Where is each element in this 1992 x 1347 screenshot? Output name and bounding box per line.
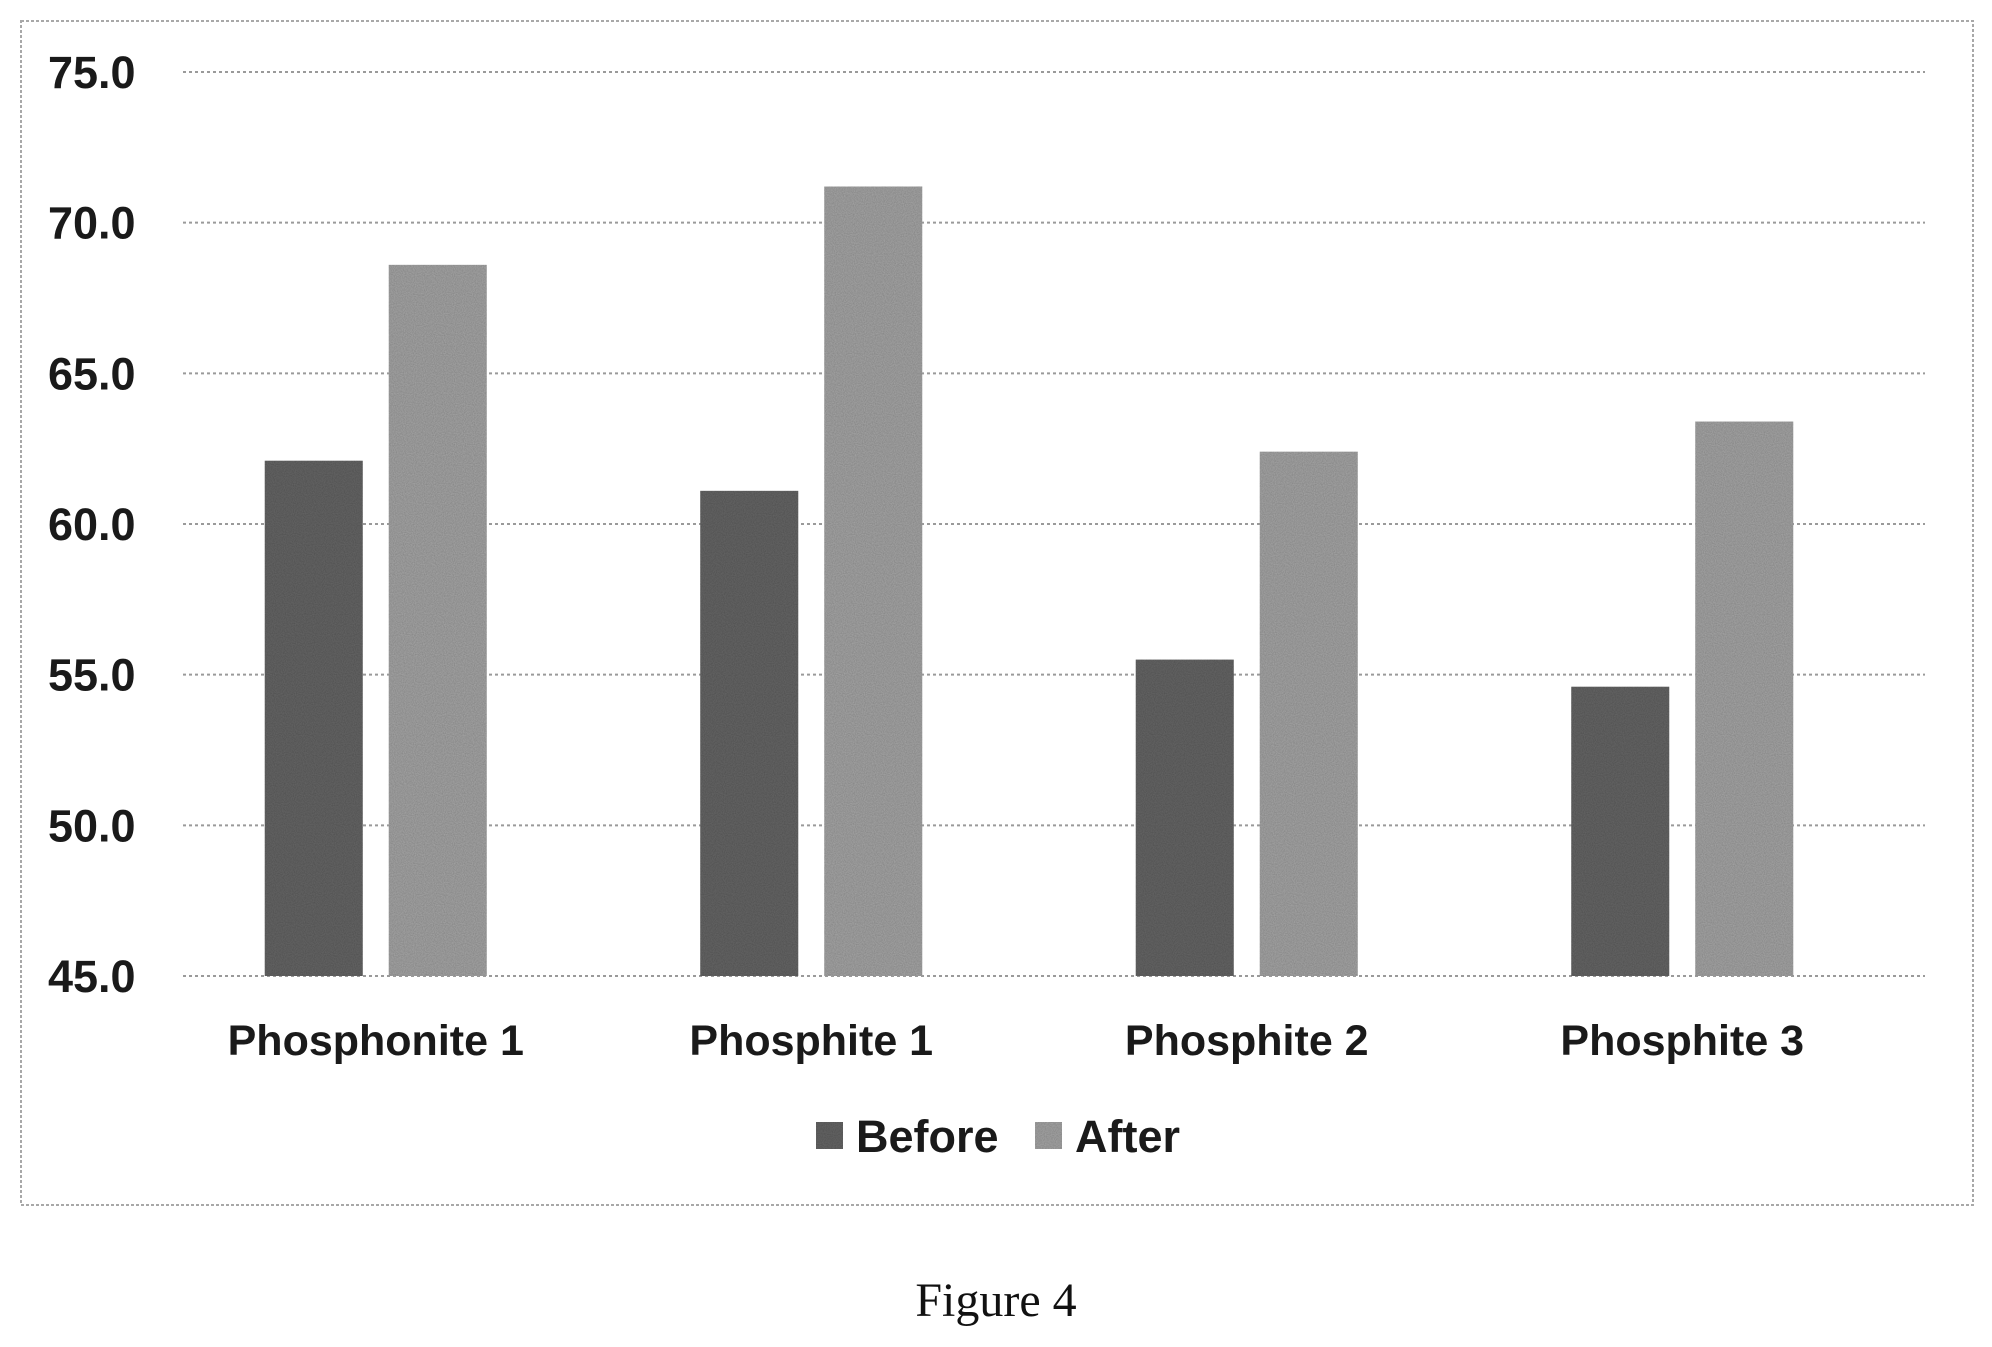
bars [264,186,1794,977]
legend-label-after: After [1075,1111,1180,1162]
x-category-label: Phosphonite 1 [228,1017,524,1065]
bar-before-phosphite-3 [1571,686,1670,976]
chart-frame [20,20,1974,1206]
y-tick-label: 45.0 [48,951,136,1002]
bar-after-phosphite-1 [824,186,923,977]
x-category-label: Phosphite 3 [1560,1017,1804,1065]
y-tick-label: 60.0 [48,499,136,550]
y-tick-label: 55.0 [48,650,136,701]
bar-after-phosphite-3 [1695,421,1794,977]
x-category-label: Phosphite 2 [1125,1017,1369,1065]
y-tick-label: 75.0 [48,47,136,98]
y-tick-label: 70.0 [48,198,136,249]
bar-after-phosphonite-1 [388,264,487,976]
legend: Before After [816,1111,1180,1162]
x-category-label: Phosphite 1 [689,1017,933,1065]
x-axis-category-labels: Phosphonite 1 Phosphite 1 Phosphite 2 Phosp… [228,1017,1804,1065]
y-axis-tick-labels: 45.0 50.0 55.0 60.0 65.0 70.0 75.0 [48,47,136,1002]
bar-after-phosphite-2 [1259,451,1358,976]
legend-swatch-after [1035,1122,1062,1149]
bar-before-phosphite-2 [1135,659,1234,976]
legend-label-before: Before [856,1111,999,1162]
legend-swatch-before [816,1122,843,1149]
bar-before-phosphonite-1 [264,460,363,977]
y-tick-label: 65.0 [48,348,136,399]
bar-before-phosphite-1 [700,490,799,976]
figure-caption: Figure 4 [915,1274,1076,1327]
y-tick-label: 50.0 [48,800,136,851]
